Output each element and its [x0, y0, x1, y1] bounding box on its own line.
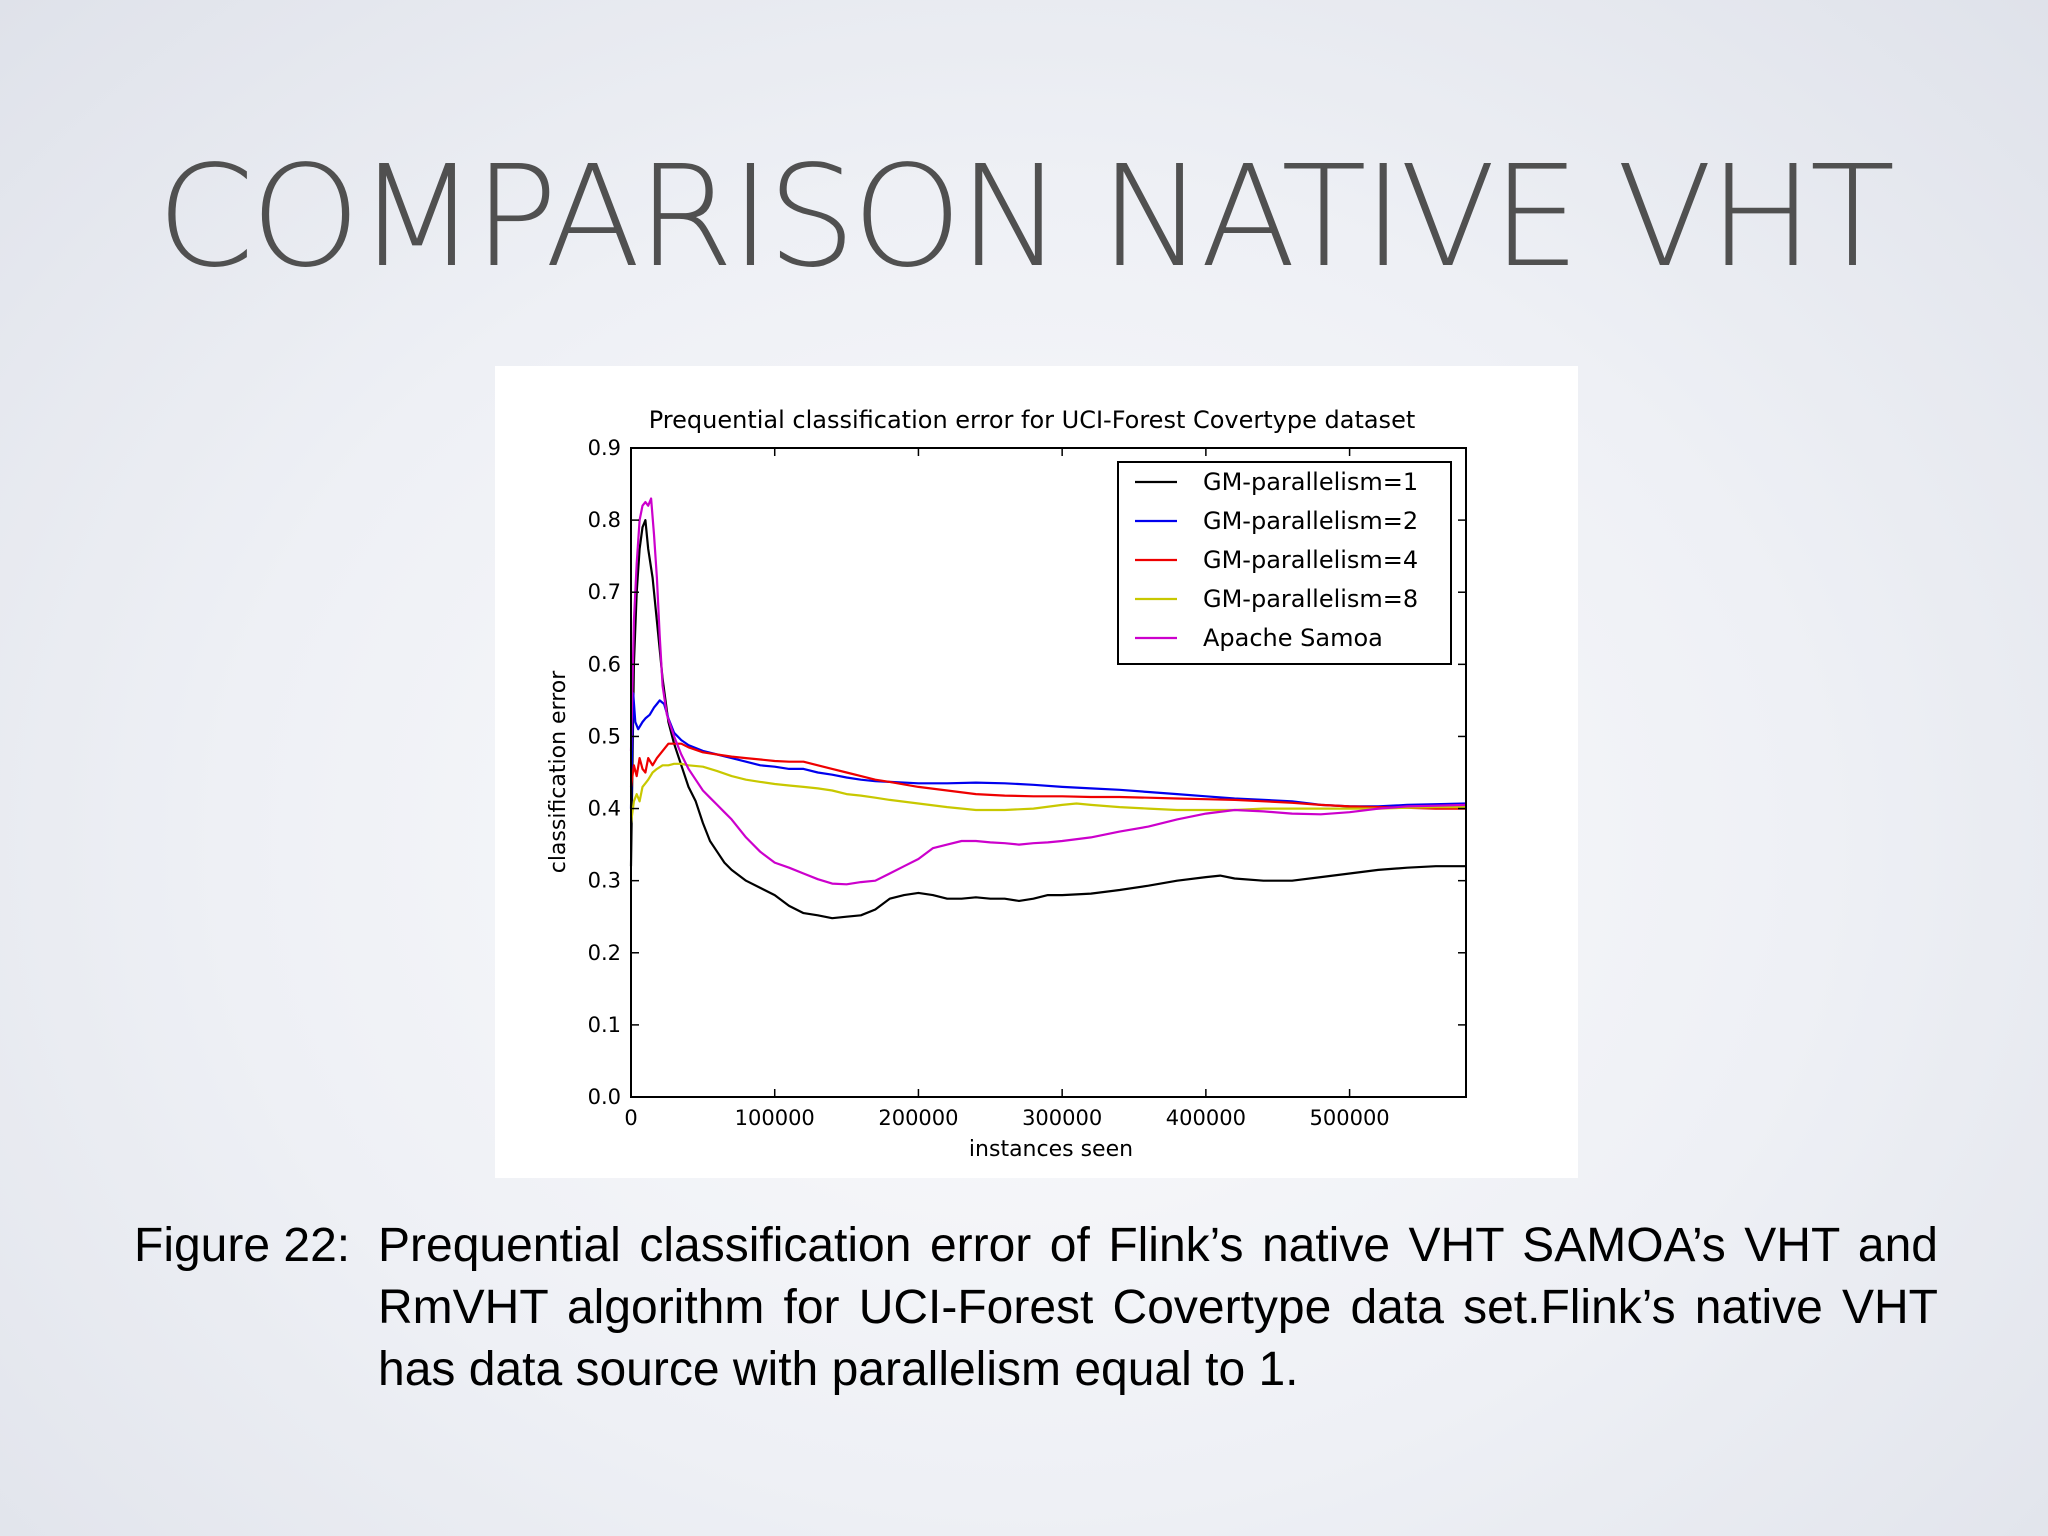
chart-title: Prequential classification error for UCI…: [649, 406, 1416, 434]
x-tick-label-0: 0: [624, 1106, 637, 1130]
y-tick-label-2: 0.2: [588, 941, 621, 965]
y-tick-label-7: 0.7: [588, 580, 621, 604]
y-axis-label: classification error: [546, 670, 571, 874]
series-line-4: [629, 762, 1466, 824]
figure-panel: Prequential classification error for UCI…: [495, 366, 1578, 1178]
legend-label-2: GM-parallelism=2: [1203, 507, 1418, 535]
slide-title: COMPARISON NATIVE VHT: [156, 136, 1896, 299]
y-tick-label-1: 0.1: [588, 1013, 621, 1037]
series-line-5: [629, 497, 1467, 886]
caption-text: Prequential classification error of Flin…: [378, 1219, 1938, 1396]
series-layer: [629, 497, 1467, 920]
x-tick-label-3: 300000: [1022, 1106, 1102, 1130]
plot-frame: [630, 447, 1467, 1098]
axis-layer: 0 100000 200000 300000 400000 500000 0.0 0.1 0.2…: [588, 436, 1466, 1130]
series-line-3: [629, 742, 1466, 810]
legend-label-3: GM-parallelism=4: [1203, 546, 1418, 574]
legend: GM-parallelism=1 GM-parallelism=2 GM-paral…: [1117, 461, 1452, 665]
line-chart: Prequential classification error for UCI…: [546, 406, 1467, 1162]
x-tick-label-5: 500000: [1310, 1106, 1390, 1130]
x-tick-label-2: 200000: [878, 1106, 958, 1130]
legend-label-4: GM-parallelism=8: [1203, 585, 1418, 613]
legend-box: [1117, 461, 1452, 665]
y-tick-label-5: 0.5: [588, 724, 621, 748]
y-tick-label-4: 0.4: [588, 797, 621, 821]
caption-label: Figure 22:: [134, 1219, 351, 1272]
series-line-2: [629, 692, 1467, 809]
y-tick-label-9: 0.9: [588, 436, 621, 460]
y-tick-label-3: 0.3: [588, 869, 621, 893]
x-tick-label-4: 400000: [1166, 1106, 1246, 1130]
x-tick-label-1: 100000: [735, 1106, 815, 1130]
y-tick-label-0: 0.0: [588, 1085, 621, 1109]
y-tick-label-6: 0.6: [588, 652, 621, 676]
legend-label-1: GM-parallelism=1: [1203, 468, 1418, 496]
x-axis-label: instances seen: [969, 1137, 1133, 1162]
y-tick-label-8: 0.8: [588, 508, 621, 532]
legend-label-5: Apache Samoa: [1203, 624, 1383, 652]
